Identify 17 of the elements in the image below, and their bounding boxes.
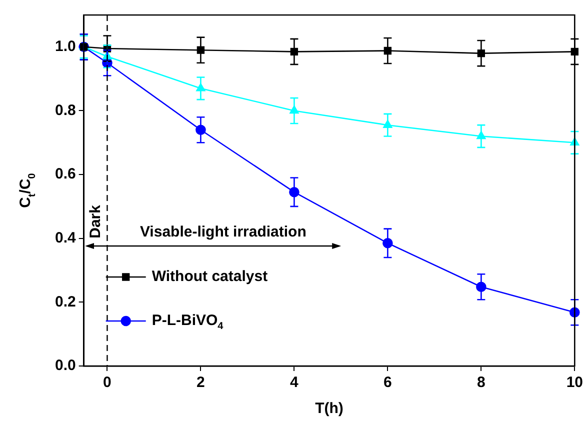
annotation: Visable-light irradiation [140,223,306,240]
y-tick-label: 0.2 [54,293,76,310]
x-tick-label: 8 [477,374,486,392]
y-tick-label: 0.4 [54,230,76,247]
legend-label: Without catalyst [152,268,268,286]
ref-line-label: Dark [86,204,104,238]
x-axis-title: T(h) [315,400,344,417]
x-tick-label: 4 [290,374,300,392]
y-tick-label: 0.0 [54,357,76,374]
y-tick-label: 0.8 [54,102,76,119]
x-tick-label: 6 [384,374,392,392]
y-tick-label: 1.0 [54,38,76,56]
y-tick-label: 0.6 [54,166,76,183]
y-axis-title: Ct/C0 [17,172,38,208]
x-tick-label: 0 [103,374,112,392]
x-tick-label: 2 [196,374,205,392]
x-tick-label: 10 [566,374,583,392]
